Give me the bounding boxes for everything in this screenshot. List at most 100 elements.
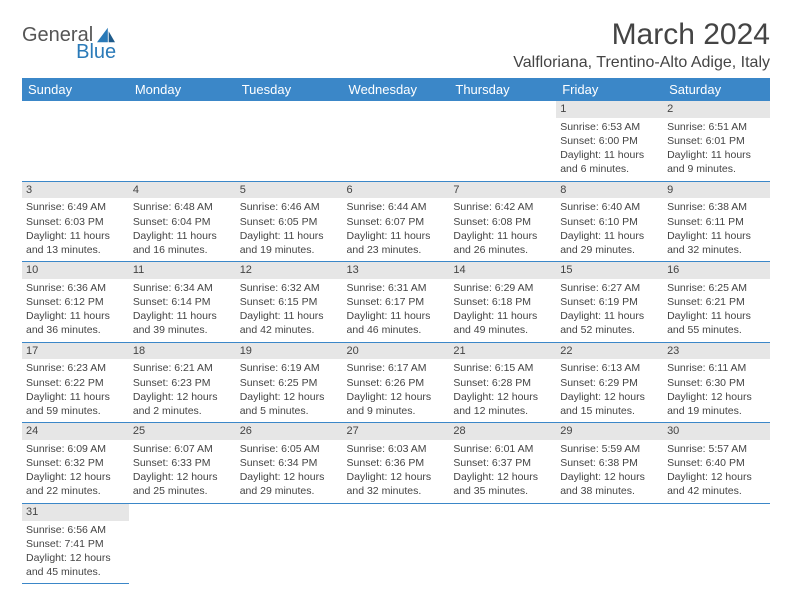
- day-number: 14: [449, 262, 556, 279]
- sunrise-text: Sunrise: 6:11 AM: [667, 361, 766, 375]
- sunrise-text: Sunrise: 6:19 AM: [240, 361, 339, 375]
- day-number: 30: [663, 423, 770, 440]
- sunset-text: Sunset: 6:19 PM: [560, 295, 659, 309]
- sunset-text: Sunset: 6:26 PM: [347, 376, 446, 390]
- calendar-cell: 13Sunrise: 6:31 AMSunset: 6:17 PMDayligh…: [343, 262, 450, 343]
- daylight-text-1: Daylight: 12 hours: [667, 390, 766, 404]
- daylight-text-2: and 42 minutes.: [667, 484, 766, 498]
- sunset-text: Sunset: 6:04 PM: [133, 215, 232, 229]
- day-details: Sunrise: 6:56 AMSunset: 7:41 PMDaylight:…: [22, 521, 129, 584]
- day-header-row: SundayMondayTuesdayWednesdayThursdayFrid…: [22, 78, 770, 101]
- day-details: Sunrise: 6:13 AMSunset: 6:29 PMDaylight:…: [556, 359, 663, 422]
- day-details: Sunrise: 6:25 AMSunset: 6:21 PMDaylight:…: [663, 279, 770, 342]
- sunrise-text: Sunrise: 6:42 AM: [453, 200, 552, 214]
- calendar-cell: 7Sunrise: 6:42 AMSunset: 6:08 PMDaylight…: [449, 181, 556, 262]
- day-details: Sunrise: 6:23 AMSunset: 6:22 PMDaylight:…: [22, 359, 129, 422]
- calendar-cell: 20Sunrise: 6:17 AMSunset: 6:26 PMDayligh…: [343, 342, 450, 423]
- day-details: Sunrise: 6:42 AMSunset: 6:08 PMDaylight:…: [449, 198, 556, 261]
- sunrise-text: Sunrise: 6:05 AM: [240, 442, 339, 456]
- calendar-cell: 18Sunrise: 6:21 AMSunset: 6:23 PMDayligh…: [129, 342, 236, 423]
- calendar-cell-empty: [449, 503, 556, 584]
- sunrise-text: Sunrise: 6:09 AM: [26, 442, 125, 456]
- daylight-text-1: Daylight: 12 hours: [453, 390, 552, 404]
- sunrise-text: Sunrise: 6:03 AM: [347, 442, 446, 456]
- calendar-cell: 27Sunrise: 6:03 AMSunset: 6:36 PMDayligh…: [343, 423, 450, 504]
- day-number: 9: [663, 182, 770, 199]
- day-details: Sunrise: 6:48 AMSunset: 6:04 PMDaylight:…: [129, 198, 236, 261]
- day-number: 21: [449, 343, 556, 360]
- daylight-text-1: Daylight: 11 hours: [133, 309, 232, 323]
- daylight-text-1: Daylight: 12 hours: [347, 390, 446, 404]
- day-details: Sunrise: 6:17 AMSunset: 6:26 PMDaylight:…: [343, 359, 450, 422]
- sunrise-text: Sunrise: 5:59 AM: [560, 442, 659, 456]
- sunset-text: Sunset: 6:36 PM: [347, 456, 446, 470]
- day-details: Sunrise: 6:29 AMSunset: 6:18 PMDaylight:…: [449, 279, 556, 342]
- day-number: 20: [343, 343, 450, 360]
- calendar-row: 1Sunrise: 6:53 AMSunset: 6:00 PMDaylight…: [22, 101, 770, 181]
- day-number: 6: [343, 182, 450, 199]
- daylight-text-1: Daylight: 12 hours: [560, 390, 659, 404]
- daylight-text-2: and 26 minutes.: [453, 243, 552, 257]
- day-details: Sunrise: 5:57 AMSunset: 6:40 PMDaylight:…: [663, 440, 770, 503]
- day-number: 8: [556, 182, 663, 199]
- sunset-text: Sunset: 6:11 PM: [667, 215, 766, 229]
- calendar-cell: 1Sunrise: 6:53 AMSunset: 6:00 PMDaylight…: [556, 101, 663, 181]
- calendar-cell-empty: [236, 503, 343, 584]
- sunset-text: Sunset: 6:07 PM: [347, 215, 446, 229]
- sunrise-text: Sunrise: 6:40 AM: [560, 200, 659, 214]
- sunrise-text: Sunrise: 6:34 AM: [133, 281, 232, 295]
- daylight-text-2: and 25 minutes.: [133, 484, 232, 498]
- sunrise-text: Sunrise: 6:27 AM: [560, 281, 659, 295]
- calendar-cell-empty: [663, 503, 770, 584]
- daylight-text-1: Daylight: 11 hours: [560, 309, 659, 323]
- calendar-cell-empty: [449, 101, 556, 181]
- day-details: Sunrise: 6:51 AMSunset: 6:01 PMDaylight:…: [663, 118, 770, 181]
- daylight-text-2: and 5 minutes.: [240, 404, 339, 418]
- day-number: 3: [22, 182, 129, 199]
- sunrise-text: Sunrise: 6:51 AM: [667, 120, 766, 134]
- sunset-text: Sunset: 6:17 PM: [347, 295, 446, 309]
- day-number: 26: [236, 423, 343, 440]
- daylight-text-1: Daylight: 11 hours: [240, 309, 339, 323]
- calendar-table: SundayMondayTuesdayWednesdayThursdayFrid…: [22, 78, 770, 584]
- calendar-cell-empty: [343, 101, 450, 181]
- calendar-cell: 5Sunrise: 6:46 AMSunset: 6:05 PMDaylight…: [236, 181, 343, 262]
- calendar-cell: 23Sunrise: 6:11 AMSunset: 6:30 PMDayligh…: [663, 342, 770, 423]
- daylight-text-1: Daylight: 11 hours: [240, 229, 339, 243]
- day-details: Sunrise: 6:19 AMSunset: 6:25 PMDaylight:…: [236, 359, 343, 422]
- sunset-text: Sunset: 6:33 PM: [133, 456, 232, 470]
- sunrise-text: Sunrise: 6:15 AM: [453, 361, 552, 375]
- calendar-cell: 11Sunrise: 6:34 AMSunset: 6:14 PMDayligh…: [129, 262, 236, 343]
- sunrise-text: Sunrise: 6:25 AM: [667, 281, 766, 295]
- sunrise-text: Sunrise: 6:32 AM: [240, 281, 339, 295]
- day-number: 22: [556, 343, 663, 360]
- calendar-cell: 26Sunrise: 6:05 AMSunset: 6:34 PMDayligh…: [236, 423, 343, 504]
- calendar-cell: 19Sunrise: 6:19 AMSunset: 6:25 PMDayligh…: [236, 342, 343, 423]
- day-number: 25: [129, 423, 236, 440]
- day-header: Sunday: [22, 78, 129, 101]
- daylight-text-1: Daylight: 12 hours: [26, 470, 125, 484]
- day-details: Sunrise: 6:53 AMSunset: 6:00 PMDaylight:…: [556, 118, 663, 181]
- day-details: Sunrise: 6:38 AMSunset: 6:11 PMDaylight:…: [663, 198, 770, 261]
- day-number: 16: [663, 262, 770, 279]
- day-details: Sunrise: 6:11 AMSunset: 6:30 PMDaylight:…: [663, 359, 770, 422]
- day-header: Wednesday: [343, 78, 450, 101]
- sunset-text: Sunset: 6:08 PM: [453, 215, 552, 229]
- sunset-text: Sunset: 6:30 PM: [667, 376, 766, 390]
- day-header: Saturday: [663, 78, 770, 101]
- daylight-text-1: Daylight: 11 hours: [26, 229, 125, 243]
- daylight-text-1: Daylight: 12 hours: [347, 470, 446, 484]
- calendar-cell: 30Sunrise: 5:57 AMSunset: 6:40 PMDayligh…: [663, 423, 770, 504]
- daylight-text-2: and 9 minutes.: [667, 162, 766, 176]
- day-details: Sunrise: 6:34 AMSunset: 6:14 PMDaylight:…: [129, 279, 236, 342]
- daylight-text-1: Daylight: 12 hours: [240, 390, 339, 404]
- sunset-text: Sunset: 6:29 PM: [560, 376, 659, 390]
- day-details: Sunrise: 6:44 AMSunset: 6:07 PMDaylight:…: [343, 198, 450, 261]
- sunset-text: Sunset: 6:37 PM: [453, 456, 552, 470]
- sunset-text: Sunset: 6:18 PM: [453, 295, 552, 309]
- daylight-text-1: Daylight: 11 hours: [667, 148, 766, 162]
- calendar-cell: 6Sunrise: 6:44 AMSunset: 6:07 PMDaylight…: [343, 181, 450, 262]
- day-number: 29: [556, 423, 663, 440]
- day-number: 2: [663, 101, 770, 118]
- daylight-text-1: Daylight: 12 hours: [240, 470, 339, 484]
